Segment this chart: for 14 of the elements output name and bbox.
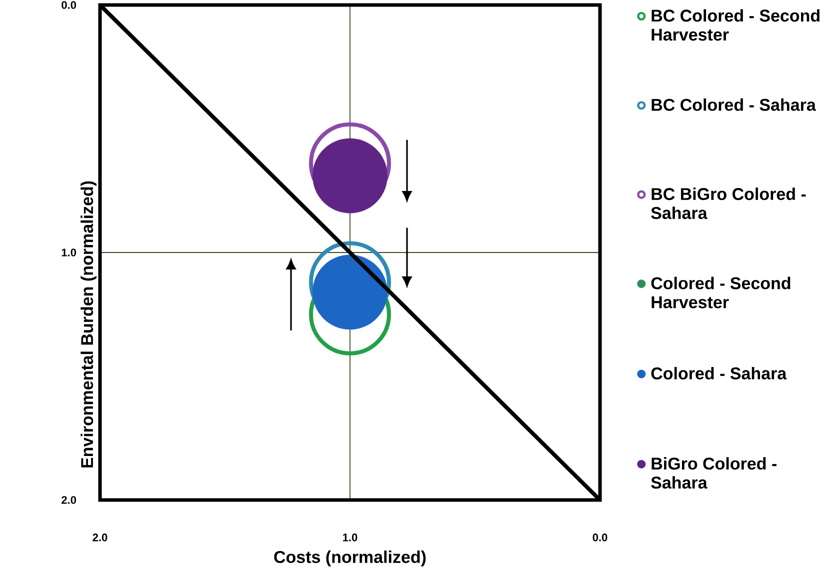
x-tick-label: 0.0 bbox=[592, 534, 608, 542]
legend-label: BC BiGro Colored - Sahara bbox=[651, 188, 806, 220]
y-axis-title: Environmental Burden (normalized) bbox=[80, 181, 96, 468]
x-tick-label: 2.0 bbox=[92, 534, 108, 542]
x-tick-label: 1.0 bbox=[343, 534, 358, 542]
legend-label: Colored - Sahara bbox=[651, 366, 787, 380]
x-axis-title: Costs (normalized) bbox=[274, 550, 426, 566]
y-tick-label: 2.0 bbox=[62, 496, 76, 504]
y-tick-label: 1.0 bbox=[62, 248, 76, 256]
legend-label: Colored - Second Harvester bbox=[651, 276, 790, 308]
legend-label: BC Colored - Sahara bbox=[652, 98, 816, 111]
legend-label: BiGro Colored - Sahara bbox=[651, 457, 776, 489]
legend-label: BC Colored - Second Harvester bbox=[652, 9, 820, 41]
y-tick-label: 0.0 bbox=[62, 1, 76, 9]
